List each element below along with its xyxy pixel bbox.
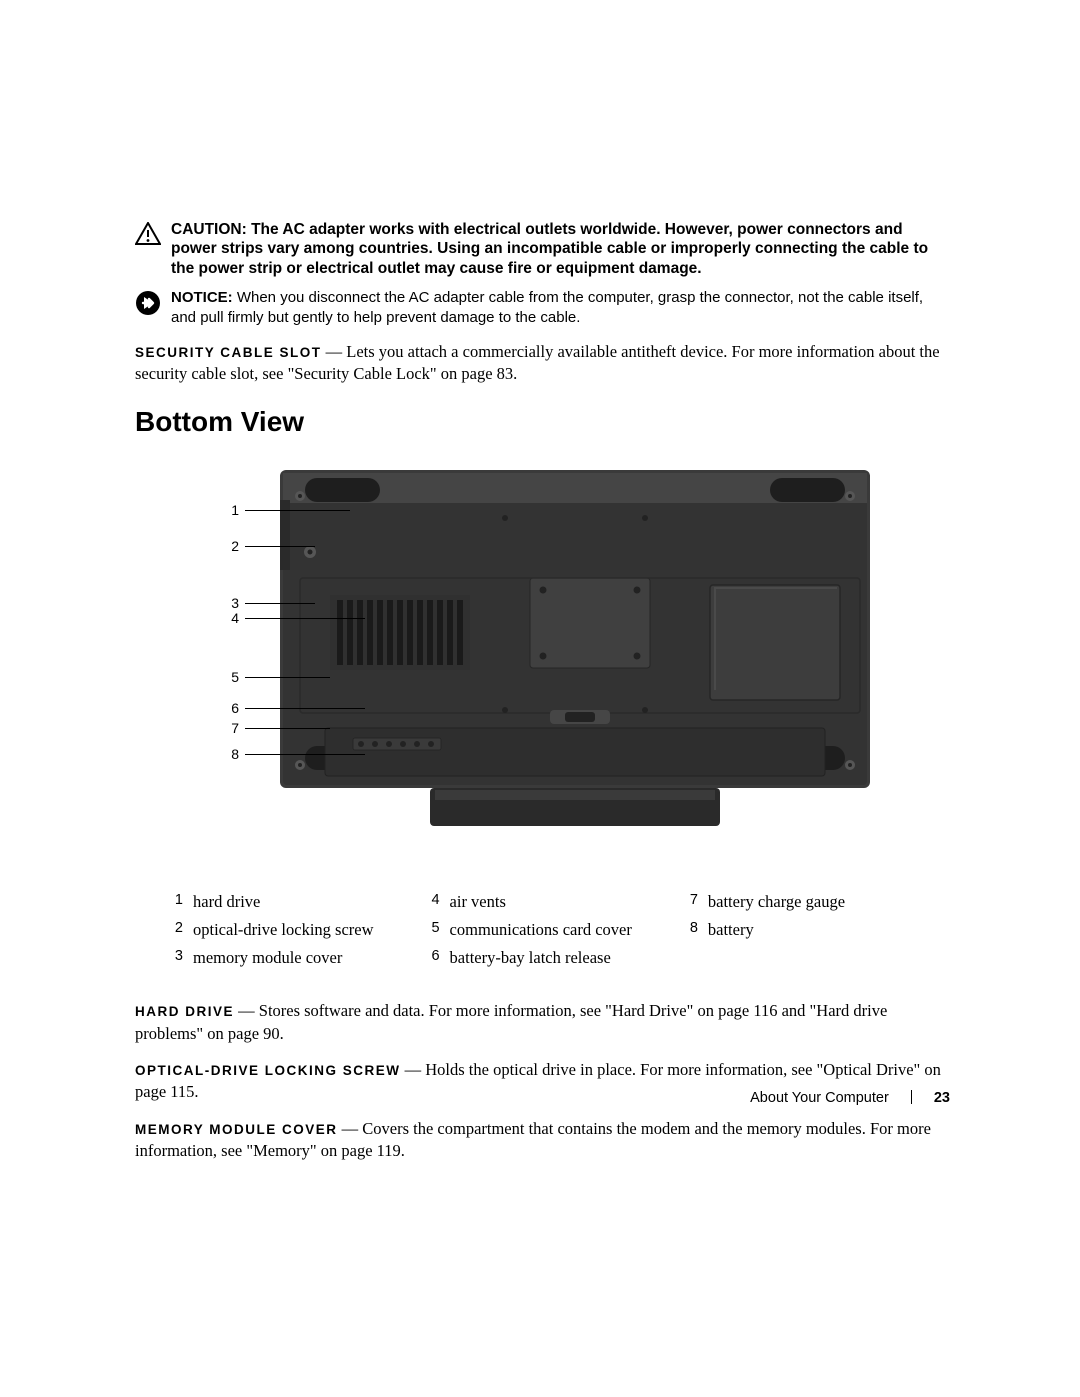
callout-line	[245, 708, 365, 709]
notice-body: When you disconnect the AC adapter cable…	[171, 289, 923, 326]
legend-label	[708, 944, 893, 972]
legend-label: battery	[708, 916, 893, 944]
legend-label: memory module cover	[193, 944, 422, 972]
notice-label: NOTICE:	[171, 289, 233, 306]
callout-line	[245, 728, 330, 729]
security-slot-dash: —	[322, 342, 347, 361]
footer-separator	[911, 1090, 912, 1104]
notice-block: NOTICE: When you disconnect the AC adapt…	[135, 288, 950, 327]
legend-label: battery charge gauge	[708, 888, 893, 916]
callout-number: 2	[221, 538, 239, 554]
security-slot-label: SECURITY CABLE SLOT	[135, 345, 322, 360]
legend-num: 4	[422, 888, 450, 916]
notice-text: NOTICE: When you disconnect the AC adapt…	[171, 288, 950, 327]
callout-number: 5	[221, 669, 239, 685]
definition-label: MEMORY MODULE COVER	[135, 1122, 338, 1137]
legend-row: 3memory module cover6battery-bay latch r…	[165, 944, 893, 972]
callout-line	[245, 510, 350, 511]
legend-num: 5	[422, 916, 450, 944]
legend-num: 7	[680, 888, 708, 916]
callout-line	[245, 618, 365, 619]
callout-line	[245, 546, 315, 547]
legend-row: 1hard drive4air vents7battery charge gau…	[165, 888, 893, 916]
footer-page: 23	[934, 1090, 950, 1106]
legend-label: air vents	[450, 888, 680, 916]
callout-number: 1	[221, 502, 239, 518]
security-slot-def: SECURITY CABLE SLOT — Lets you attach a …	[135, 341, 950, 386]
legend-num: 1	[165, 888, 193, 916]
legend-num: 8	[680, 916, 708, 944]
laptop-bottom-svg	[265, 460, 885, 840]
legend-label: battery-bay latch release	[450, 944, 680, 972]
caution-text: CAUTION: The AC adapter works with elect…	[171, 220, 950, 278]
caution-icon	[135, 222, 163, 251]
definition-label: OPTICAL-DRIVE LOCKING SCREW	[135, 1063, 401, 1078]
callout-line	[245, 603, 315, 604]
legend-num: 3	[165, 944, 193, 972]
legend-label: communications card cover	[450, 916, 680, 944]
caution-body: The AC adapter works with electrical out…	[171, 221, 928, 277]
legend-row: 2optical-drive locking screw5communicati…	[165, 916, 893, 944]
legend-label: optical-drive locking screw	[193, 916, 422, 944]
definition-label: HARD DRIVE	[135, 1004, 234, 1019]
section-title: Bottom View	[135, 406, 950, 438]
caution-block: CAUTION: The AC adapter works with elect…	[135, 220, 950, 278]
page-footer: About Your Computer 23	[135, 1090, 950, 1106]
legend-num: 6	[422, 944, 450, 972]
legend-num	[680, 944, 708, 972]
bottom-view-figure: 1 2 34 5 6 7 8	[135, 460, 950, 840]
definition: MEMORY MODULE COVER — Covers the compart…	[135, 1118, 950, 1163]
callout-number: 6	[221, 700, 239, 716]
caution-label: CAUTION:	[171, 221, 247, 238]
legend-table: 1hard drive4air vents7battery charge gau…	[165, 888, 893, 973]
legend-label: hard drive	[193, 888, 422, 916]
callout-line	[245, 677, 330, 678]
callout-number: 4	[221, 610, 239, 626]
callout-line	[245, 754, 365, 755]
callout-number: 3	[221, 595, 239, 611]
notice-icon	[135, 290, 163, 321]
definition: HARD DRIVE — Stores software and data. F…	[135, 1000, 950, 1045]
legend-num: 2	[165, 916, 193, 944]
callout-number: 8	[221, 746, 239, 762]
callout-number: 7	[221, 720, 239, 736]
footer-section: About Your Computer	[750, 1090, 889, 1106]
